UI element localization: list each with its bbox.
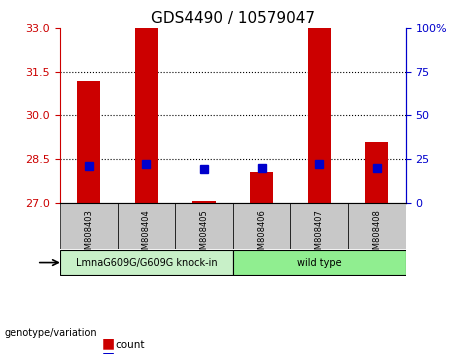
Text: count: count [115, 341, 145, 350]
Text: ■: ■ [101, 350, 114, 354]
FancyBboxPatch shape [290, 202, 348, 249]
Bar [135, 28, 158, 202]
Text: GSM808408: GSM808408 [372, 210, 381, 261]
FancyBboxPatch shape [348, 202, 406, 249]
Text: genotype/variation: genotype/variation [5, 328, 97, 338]
FancyBboxPatch shape [118, 202, 175, 249]
FancyBboxPatch shape [233, 202, 290, 249]
FancyBboxPatch shape [175, 202, 233, 249]
Title: GDS4490 / 10579047: GDS4490 / 10579047 [151, 11, 315, 26]
Text: GSM808407: GSM808407 [315, 210, 324, 261]
Text: LmnaG609G/G609G knock-in: LmnaG609G/G609G knock-in [76, 258, 217, 268]
Bar [193, 200, 216, 202]
FancyBboxPatch shape [60, 202, 118, 249]
FancyBboxPatch shape [233, 250, 406, 275]
Bar [250, 172, 273, 202]
Text: ■: ■ [101, 336, 114, 350]
Text: GSM808405: GSM808405 [200, 210, 208, 260]
Text: GSM808404: GSM808404 [142, 210, 151, 260]
Text: GSM808406: GSM808406 [257, 210, 266, 261]
Bar [77, 81, 100, 202]
Bar [365, 142, 388, 202]
Text: GSM808403: GSM808403 [84, 210, 93, 261]
FancyBboxPatch shape [60, 250, 233, 275]
Bar [308, 28, 331, 202]
Text: wild type: wild type [297, 258, 342, 268]
